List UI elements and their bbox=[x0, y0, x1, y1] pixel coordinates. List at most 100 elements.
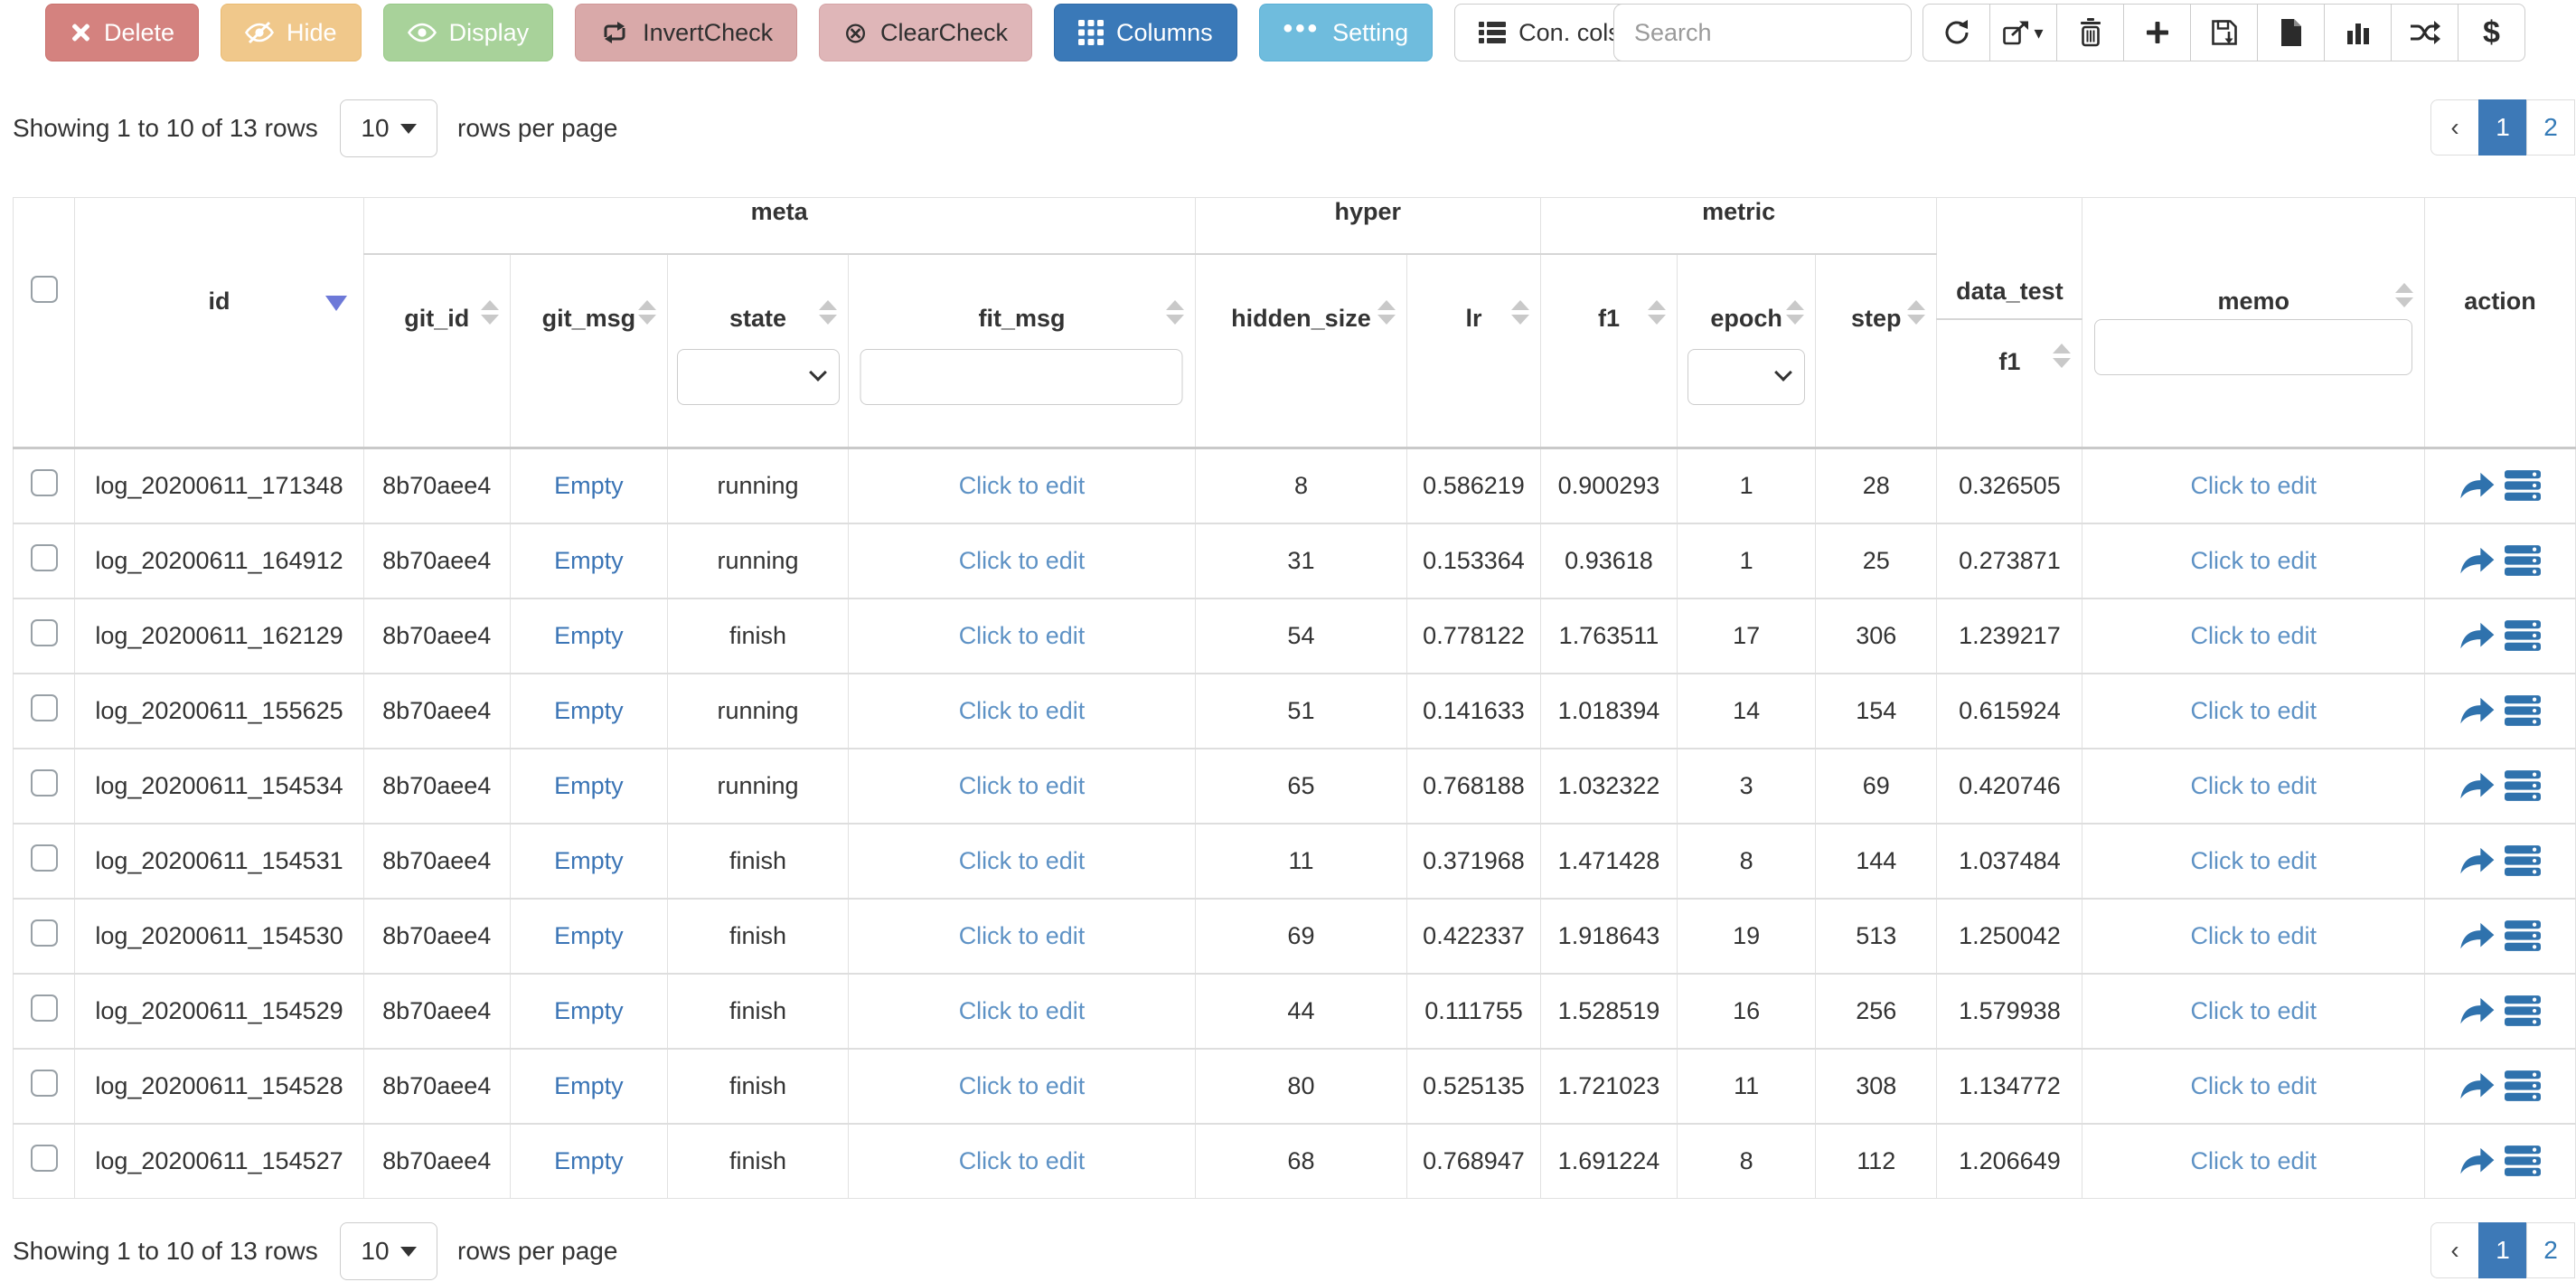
cell-fit-msg-edit[interactable]: Click to edit bbox=[848, 597, 1196, 674]
col-header-state[interactable]: state bbox=[666, 253, 850, 448]
share-icon[interactable] bbox=[2459, 470, 2496, 501]
share-icon[interactable] bbox=[2459, 995, 2496, 1026]
money-button[interactable]: $ bbox=[2458, 4, 2525, 61]
shuffle-button[interactable] bbox=[2391, 4, 2458, 61]
row-checkbox[interactable] bbox=[30, 994, 58, 1022]
share-icon[interactable] bbox=[2459, 1145, 2496, 1176]
row-checkbox[interactable] bbox=[30, 693, 58, 721]
search-input[interactable] bbox=[1613, 4, 1912, 61]
col-header-git-id[interactable]: git_id bbox=[362, 253, 511, 448]
hide-button[interactable]: Hide bbox=[221, 4, 362, 61]
cell-fit-msg-edit[interactable]: Click to edit bbox=[848, 447, 1196, 523]
server-icon[interactable] bbox=[2505, 470, 2542, 502]
cell-memo-edit[interactable]: Click to edit bbox=[2082, 1122, 2426, 1199]
cell-memo-edit[interactable]: Click to edit bbox=[2082, 672, 2426, 749]
cell-git-msg-link[interactable]: Empty bbox=[509, 447, 668, 523]
cell-git-msg-link[interactable]: Empty bbox=[509, 1122, 668, 1199]
cell-fit-msg-edit[interactable]: Click to edit bbox=[848, 672, 1196, 749]
col-header-fit-msg[interactable]: fit_msg bbox=[848, 253, 1196, 448]
display-button[interactable]: Display bbox=[382, 4, 554, 61]
share-icon[interactable] bbox=[2459, 770, 2496, 801]
server-icon[interactable] bbox=[2505, 695, 2542, 726]
cell-memo-edit[interactable]: Click to edit bbox=[2082, 747, 2426, 824]
export-button[interactable]: ▾ bbox=[1989, 4, 2057, 61]
share-icon[interactable] bbox=[2459, 545, 2496, 576]
row-checkbox[interactable] bbox=[30, 1144, 58, 1172]
server-icon[interactable] bbox=[2505, 1070, 2542, 1101]
share-icon[interactable] bbox=[2459, 920, 2496, 951]
cell-memo-edit[interactable]: Click to edit bbox=[2082, 972, 2426, 1049]
cell-fit-msg-edit[interactable]: Click to edit bbox=[848, 822, 1196, 899]
share-icon[interactable] bbox=[2459, 695, 2496, 726]
col-header-hidden-size[interactable]: hidden_size bbox=[1194, 253, 1408, 448]
cell-git-msg-link[interactable]: Empty bbox=[509, 522, 668, 599]
cell-git-msg-link[interactable]: Empty bbox=[509, 672, 668, 749]
chart-button[interactable] bbox=[2324, 4, 2392, 61]
cell-git-msg-link[interactable]: Empty bbox=[509, 897, 668, 974]
cell-fit-msg-edit[interactable]: Click to edit bbox=[848, 1047, 1196, 1124]
prev-page-button[interactable]: ‹ bbox=[2430, 1222, 2479, 1278]
prev-page-button[interactable]: ‹ bbox=[2430, 99, 2479, 156]
share-icon[interactable] bbox=[2459, 1070, 2496, 1101]
server-icon[interactable] bbox=[2505, 770, 2542, 801]
col-header-id[interactable]: id bbox=[74, 197, 364, 448]
page-size-dropdown[interactable]: 10 bbox=[340, 99, 437, 157]
col-header-lr[interactable]: lr bbox=[1406, 253, 1541, 448]
col-header-f1[interactable]: f1 bbox=[1539, 253, 1678, 448]
share-icon[interactable] bbox=[2459, 620, 2496, 651]
cell-git-msg-link[interactable]: Empty bbox=[509, 972, 668, 1049]
invert-check-button[interactable]: InvertCheck bbox=[575, 4, 798, 61]
row-checkbox[interactable] bbox=[30, 468, 58, 496]
concat-columns-button[interactable]: Con. cols. bbox=[1454, 4, 1652, 61]
document-button[interactable] bbox=[2257, 4, 2325, 61]
server-icon[interactable] bbox=[2505, 920, 2542, 951]
col-header-epoch[interactable]: epoch bbox=[1677, 253, 1817, 448]
row-checkbox[interactable] bbox=[30, 844, 58, 872]
cell-fit-msg-edit[interactable]: Click to edit bbox=[848, 1122, 1196, 1199]
server-icon[interactable] bbox=[2505, 1145, 2542, 1177]
server-icon[interactable] bbox=[2505, 995, 2542, 1026]
add-row-button[interactable] bbox=[2123, 4, 2191, 61]
state-filter-select[interactable] bbox=[676, 348, 840, 405]
col-header-git-msg[interactable]: git_msg bbox=[509, 253, 668, 448]
cell-memo-edit[interactable]: Click to edit bbox=[2082, 597, 2426, 674]
col-header-memo[interactable]: memo bbox=[2082, 197, 2426, 448]
clear-check-button[interactable]: ⊗ ClearCheck bbox=[819, 4, 1033, 61]
row-checkbox[interactable] bbox=[30, 618, 58, 646]
delete-button[interactable]: Delete bbox=[45, 4, 200, 61]
row-checkbox[interactable] bbox=[30, 919, 58, 947]
page-size-dropdown[interactable]: 10 bbox=[340, 1222, 437, 1280]
cell-memo-edit[interactable]: Click to edit bbox=[2082, 897, 2426, 974]
server-icon[interactable] bbox=[2505, 845, 2542, 876]
col-header-data-test-f1[interactable]: f1 bbox=[1936, 318, 2083, 448]
row-checkbox[interactable] bbox=[30, 1069, 58, 1097]
cell-memo-edit[interactable]: Click to edit bbox=[2082, 822, 2426, 899]
columns-button[interactable]: Columns bbox=[1054, 4, 1237, 61]
row-checkbox[interactable] bbox=[30, 543, 58, 571]
col-header-step[interactable]: step bbox=[1815, 253, 1938, 448]
cell-git-msg-link[interactable]: Empty bbox=[509, 1047, 668, 1124]
trash-button[interactable] bbox=[2056, 4, 2124, 61]
page-2-button[interactable]: 2 bbox=[2526, 99, 2575, 156]
server-icon[interactable] bbox=[2505, 620, 2542, 651]
row-checkbox[interactable] bbox=[30, 768, 58, 797]
cell-fit-msg-edit[interactable]: Click to edit bbox=[848, 747, 1196, 824]
save-button[interactable] bbox=[2190, 4, 2258, 61]
cell-fit-msg-edit[interactable]: Click to edit bbox=[848, 897, 1196, 974]
fit-msg-filter-input[interactable] bbox=[860, 348, 1183, 405]
cell-fit-msg-edit[interactable]: Click to edit bbox=[848, 972, 1196, 1049]
cell-memo-edit[interactable]: Click to edit bbox=[2082, 447, 2426, 523]
setting-button[interactable]: ••• Setting bbox=[1258, 4, 1434, 61]
cell-git-msg-link[interactable]: Empty bbox=[509, 822, 668, 899]
cell-fit-msg-edit[interactable]: Click to edit bbox=[848, 522, 1196, 599]
page-1-button[interactable]: 1 bbox=[2478, 99, 2527, 156]
cell-git-msg-link[interactable]: Empty bbox=[509, 597, 668, 674]
server-icon[interactable] bbox=[2505, 545, 2542, 576]
select-all-checkbox[interactable] bbox=[30, 276, 58, 303]
page-2-button[interactable]: 2 bbox=[2526, 1222, 2575, 1278]
page-1-button[interactable]: 1 bbox=[2478, 1222, 2527, 1278]
cell-memo-edit[interactable]: Click to edit bbox=[2082, 1047, 2426, 1124]
refresh-button[interactable] bbox=[1923, 4, 1990, 61]
epoch-filter-select[interactable] bbox=[1688, 348, 1806, 405]
cell-git-msg-link[interactable]: Empty bbox=[509, 747, 668, 824]
